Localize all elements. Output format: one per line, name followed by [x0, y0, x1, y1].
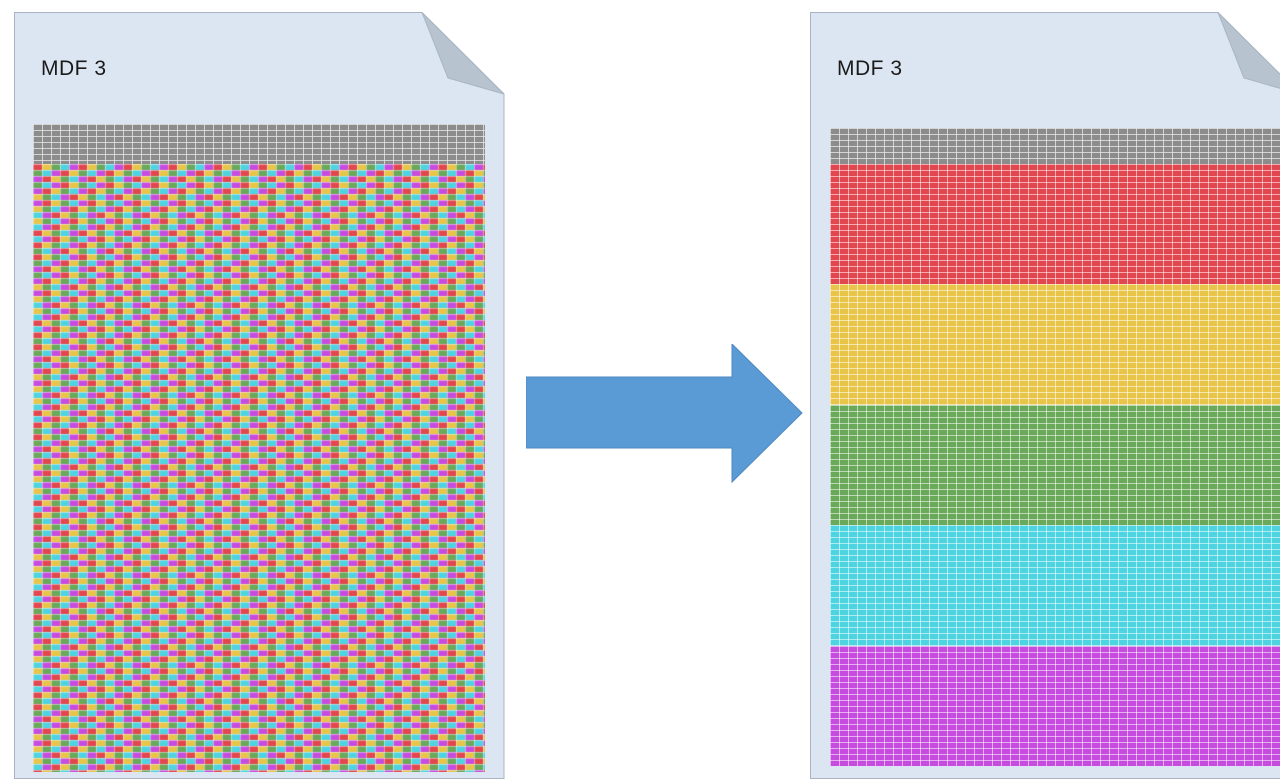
right-arrow-icon [526, 344, 803, 484]
right-header-rows [830, 128, 1280, 164]
left-document-grid [33, 124, 485, 772]
left-header-rows [33, 124, 485, 164]
right-document: MDF 3 [810, 12, 1280, 779]
color-band-1 [830, 164, 1280, 285]
color-band-2 [830, 284, 1280, 406]
right-document-grid [830, 128, 1280, 766]
color-band-5 [830, 645, 1280, 766]
left-document-label: MDF 3 [41, 57, 107, 80]
left-mixed-cells [33, 164, 485, 772]
right-document-label: MDF 3 [837, 57, 903, 80]
color-band-3 [830, 404, 1280, 526]
color-band-4 [830, 525, 1280, 647]
left-document: MDF 3 [14, 12, 510, 779]
